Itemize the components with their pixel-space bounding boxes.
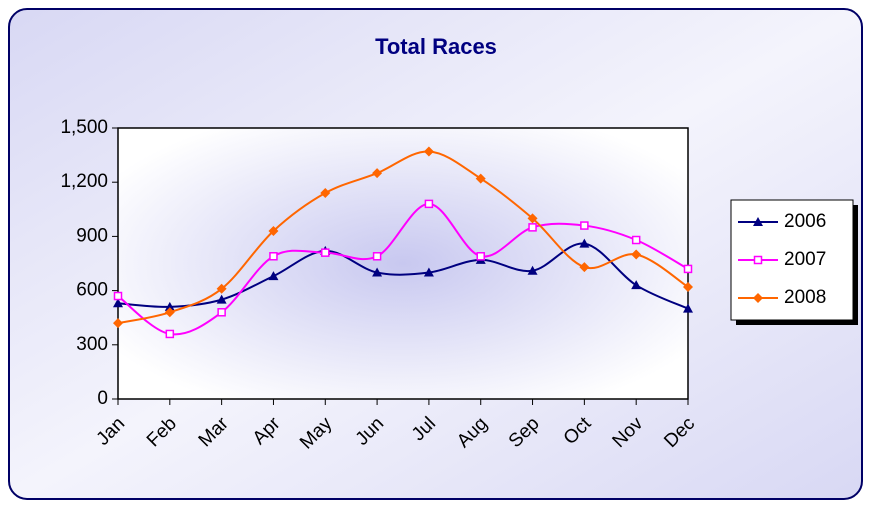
marker [631,235,641,245]
y-tick-label: 1,500 [60,117,108,138]
marker [631,249,642,260]
marker [372,267,383,277]
legend-marker [753,255,763,265]
marker [423,146,434,157]
marker [216,294,227,304]
marker [216,283,227,294]
marker [164,301,175,311]
marker [683,281,693,292]
marker [165,329,175,339]
y-tick-label: 1,200 [60,171,108,192]
marker [476,252,485,261]
plot-area [117,127,689,400]
marker [580,221,589,230]
marker [423,267,434,277]
marker [268,225,279,236]
marker [372,168,383,179]
chart-title: Total Races [375,34,497,59]
marker [372,252,382,261]
legend-label: 2008 [784,287,826,308]
marker [217,308,226,317]
y-tick-label: 300 [76,334,108,355]
marker [269,252,278,261]
marker [164,307,175,318]
y-tick-label: 0 [97,388,108,409]
marker [113,318,123,329]
marker [475,173,486,184]
y-tick-label: 600 [76,280,108,301]
marker [113,298,123,308]
marker [579,262,590,273]
marker [424,199,434,209]
marker [527,265,538,275]
marker [579,238,590,248]
marker [113,291,123,301]
legend-marker [753,293,763,303]
y-tick-label: 900 [76,225,108,246]
legend-label: 2007 [784,249,826,270]
legend-label: 2006 [784,211,826,232]
marker [683,303,693,313]
marker [631,280,642,290]
marker [320,188,331,199]
marker [268,271,279,281]
marker [527,213,538,224]
marker [683,264,693,274]
marker [321,248,330,257]
marker [528,223,537,232]
legend-marker [753,217,763,226]
